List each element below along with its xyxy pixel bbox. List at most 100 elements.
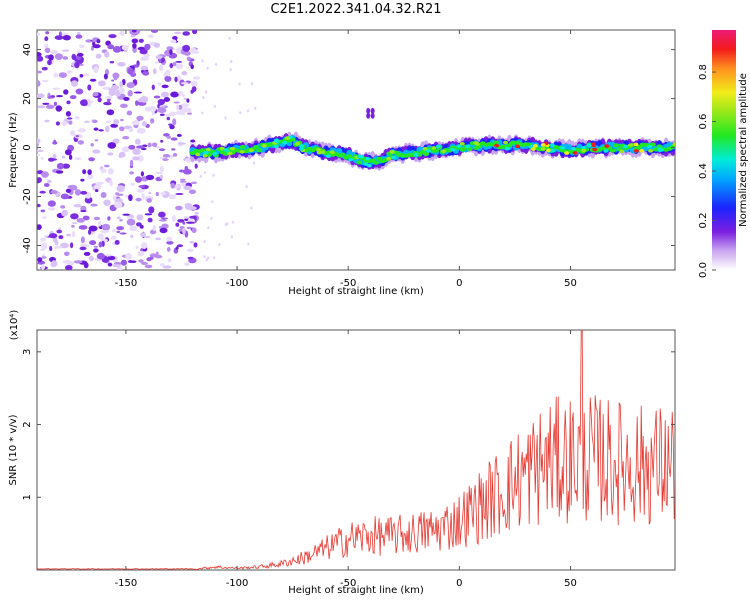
heatmap-cell xyxy=(186,248,194,252)
heatmap-cell xyxy=(127,90,133,97)
heatmap-cell xyxy=(80,210,87,213)
heatmap-cell xyxy=(207,226,210,230)
top-y-ticks: -40 -20 0 20 40 xyxy=(22,43,675,254)
heatmap-cell xyxy=(61,155,66,159)
x-tick-label: 0 xyxy=(456,278,462,289)
heatmap-cell xyxy=(114,201,123,209)
y-tick-label: -20 xyxy=(22,188,33,204)
heatmap-cell xyxy=(366,107,371,114)
heatmap-cell xyxy=(63,89,69,95)
heatmap-cell xyxy=(623,144,628,149)
heatmap-cell xyxy=(189,215,198,219)
heatmap-cell xyxy=(101,240,105,247)
heatmap-cell xyxy=(248,148,254,153)
heatmap-cell xyxy=(192,76,201,80)
heatmap-cell xyxy=(45,104,55,110)
heatmap-cell xyxy=(66,70,73,74)
x-tick-label: 0 xyxy=(456,578,462,589)
heatmap-cell xyxy=(176,244,184,248)
heatmap-cell xyxy=(633,142,639,147)
x-tick-label: 50 xyxy=(564,278,577,289)
heatmap-cell xyxy=(135,176,142,183)
heatmap-cell xyxy=(144,264,153,269)
heatmap-cell xyxy=(170,39,177,44)
heatmap-cell xyxy=(75,135,80,138)
heatmap-cell xyxy=(61,49,70,52)
heatmap-cell xyxy=(65,265,73,270)
heatmap-cell xyxy=(389,150,395,154)
heatmap-cell xyxy=(144,236,151,238)
heatmap-cell xyxy=(136,214,144,221)
heatmap-cell xyxy=(93,127,99,131)
heatmap-cell xyxy=(117,62,126,67)
top-y-axis-label: Frequency (Hz) xyxy=(8,112,19,188)
heatmap-cell xyxy=(47,179,52,183)
heatmap-cell xyxy=(112,228,116,233)
heatmap-cell xyxy=(123,96,130,101)
heatmap-cell xyxy=(105,120,112,124)
heatmap-cell xyxy=(190,89,194,94)
heatmap-cell xyxy=(136,145,145,149)
heatmap-cell xyxy=(98,241,103,248)
heatmap-cell xyxy=(572,151,578,155)
heatmap-cell xyxy=(364,156,370,161)
bottom-y-ticks: 1 2 3 xyxy=(22,349,675,500)
colorbar-tick-label: 0.2 xyxy=(698,213,709,229)
heatmap-cell xyxy=(230,60,233,63)
heatmap-cell xyxy=(250,206,253,210)
heatmap-cell xyxy=(187,112,192,115)
heatmap-cell xyxy=(128,194,133,202)
heatmap-cell xyxy=(92,149,101,154)
heatmap-cell xyxy=(413,152,419,157)
heatmap-cell xyxy=(147,217,153,223)
heatmap-cell xyxy=(182,31,190,36)
heatmap-cell xyxy=(190,139,196,143)
heatmap-cell xyxy=(80,243,90,248)
heatmap-cell xyxy=(639,149,645,153)
heatmap-cell xyxy=(106,109,115,116)
heatmap-cell xyxy=(493,140,499,145)
heatmap-cell xyxy=(101,223,111,231)
heatmap-cell xyxy=(127,67,134,75)
heatmap-cell xyxy=(178,228,183,232)
heatmap-cell xyxy=(188,206,197,211)
heatmap-cell xyxy=(148,206,155,214)
heatmap-cell xyxy=(228,36,231,40)
heatmap-cell xyxy=(175,63,184,70)
heatmap-cell xyxy=(473,141,479,145)
heatmap-cell xyxy=(79,246,87,251)
heatmap-cell xyxy=(181,71,188,76)
heatmap-cell xyxy=(182,227,186,235)
heatmap-cell xyxy=(163,97,170,102)
heatmap-cell xyxy=(111,79,115,82)
x-tick-label: -50 xyxy=(340,278,356,289)
heatmap-cell xyxy=(133,91,143,94)
heatmap-cell xyxy=(224,116,227,120)
heatmap-cell xyxy=(167,258,172,263)
heatmap-cell xyxy=(56,162,64,170)
heatmap-cell xyxy=(143,53,150,58)
heatmap-cell xyxy=(186,56,191,61)
heatmap-cell xyxy=(179,178,186,181)
heatmap-cell xyxy=(113,119,120,125)
heatmap-cell xyxy=(41,79,49,83)
heatmap-cell xyxy=(110,235,117,240)
heatmap-cell xyxy=(144,43,151,51)
heatmap-cell xyxy=(154,254,163,259)
heatmap-cell xyxy=(195,152,201,157)
heatmap-cell xyxy=(89,240,97,246)
heatmap-cell xyxy=(74,157,82,160)
heatmap-cell xyxy=(180,82,189,85)
heatmap-cell xyxy=(94,139,99,142)
heatmap-cell xyxy=(155,55,163,60)
heatmap-cell xyxy=(74,189,82,196)
heatmap-cell xyxy=(603,149,609,153)
heatmap-cell xyxy=(540,143,546,147)
heatmap-cell xyxy=(80,236,85,244)
heatmap-cell xyxy=(213,256,216,260)
heatmap-cell xyxy=(155,191,159,197)
heatmap-cell xyxy=(130,234,134,238)
heatmap-cell xyxy=(199,148,206,153)
heatmap-cell xyxy=(108,89,116,96)
heatmap-cell xyxy=(159,64,164,72)
